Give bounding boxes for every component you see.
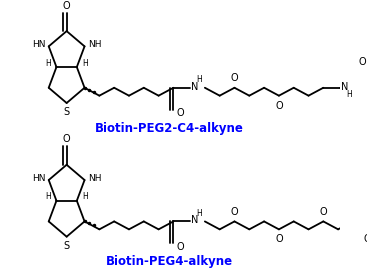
Text: N: N bbox=[341, 82, 348, 92]
Text: S: S bbox=[63, 241, 70, 251]
Text: H: H bbox=[45, 192, 51, 201]
Text: N: N bbox=[191, 215, 199, 226]
Text: O: O bbox=[176, 242, 184, 252]
Text: H: H bbox=[196, 75, 202, 84]
Text: HN: HN bbox=[32, 174, 45, 183]
Text: NH: NH bbox=[88, 40, 102, 49]
Text: H: H bbox=[346, 90, 352, 99]
Text: N: N bbox=[191, 82, 199, 92]
Text: Biotin-PEG4-alkyne: Biotin-PEG4-alkyne bbox=[106, 255, 233, 268]
Text: O: O bbox=[231, 207, 238, 216]
Text: H: H bbox=[82, 59, 88, 68]
Text: O: O bbox=[275, 101, 283, 111]
Text: O: O bbox=[63, 1, 70, 11]
Text: H: H bbox=[45, 59, 51, 68]
Text: S: S bbox=[63, 107, 70, 117]
Text: O: O bbox=[359, 57, 366, 67]
Text: H: H bbox=[82, 192, 88, 201]
Text: O: O bbox=[63, 134, 70, 144]
Text: Biotin-PEG2-C4-alkyne: Biotin-PEG2-C4-alkyne bbox=[95, 122, 244, 135]
Text: O: O bbox=[176, 109, 184, 119]
Text: O: O bbox=[364, 234, 367, 244]
Text: O: O bbox=[231, 73, 238, 83]
Text: O: O bbox=[275, 234, 283, 244]
Text: HN: HN bbox=[32, 40, 45, 49]
Text: O: O bbox=[320, 207, 327, 216]
Text: H: H bbox=[196, 209, 202, 218]
Text: NH: NH bbox=[88, 174, 102, 183]
